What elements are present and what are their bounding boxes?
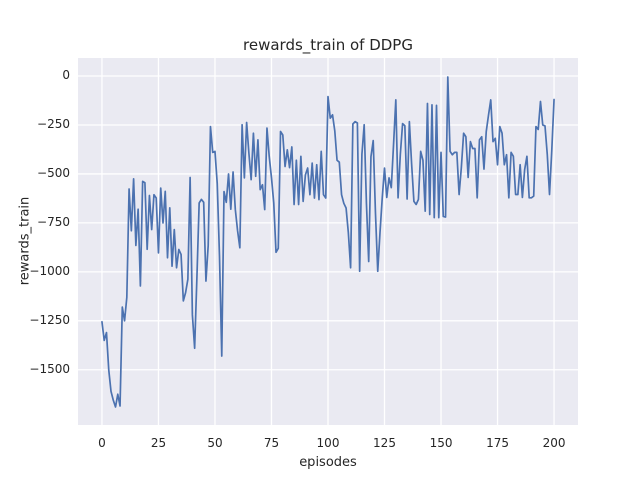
x-axis-label: episodes bbox=[299, 455, 357, 470]
reward-line bbox=[101, 76, 555, 408]
y-tick-label: −1000 bbox=[29, 263, 70, 278]
x-tick-label: 0 bbox=[98, 436, 106, 450]
y-tick-label: −500 bbox=[37, 165, 70, 180]
x-tick-label: 200 bbox=[542, 436, 566, 450]
y-tick-label: −250 bbox=[37, 116, 70, 131]
x-tick-label: 175 bbox=[486, 436, 509, 450]
x-tick-label: 100 bbox=[316, 436, 340, 450]
plot-area bbox=[78, 58, 578, 425]
x-tick-label: 50 bbox=[207, 436, 223, 450]
x-tick-label: 75 bbox=[263, 436, 280, 450]
y-tick-label: −1500 bbox=[29, 361, 70, 376]
y-tick-label: −750 bbox=[37, 214, 70, 229]
chart-title: rewards_train of DDPG bbox=[243, 36, 413, 54]
y-tick-label: 0 bbox=[62, 68, 70, 83]
grid-lines bbox=[78, 58, 578, 425]
x-tick-label: 150 bbox=[429, 436, 453, 450]
x-tick-label: 125 bbox=[373, 436, 396, 450]
y-tick-label: −1250 bbox=[29, 312, 70, 327]
chart-svg bbox=[78, 58, 578, 425]
x-tick-label: 25 bbox=[150, 436, 167, 450]
